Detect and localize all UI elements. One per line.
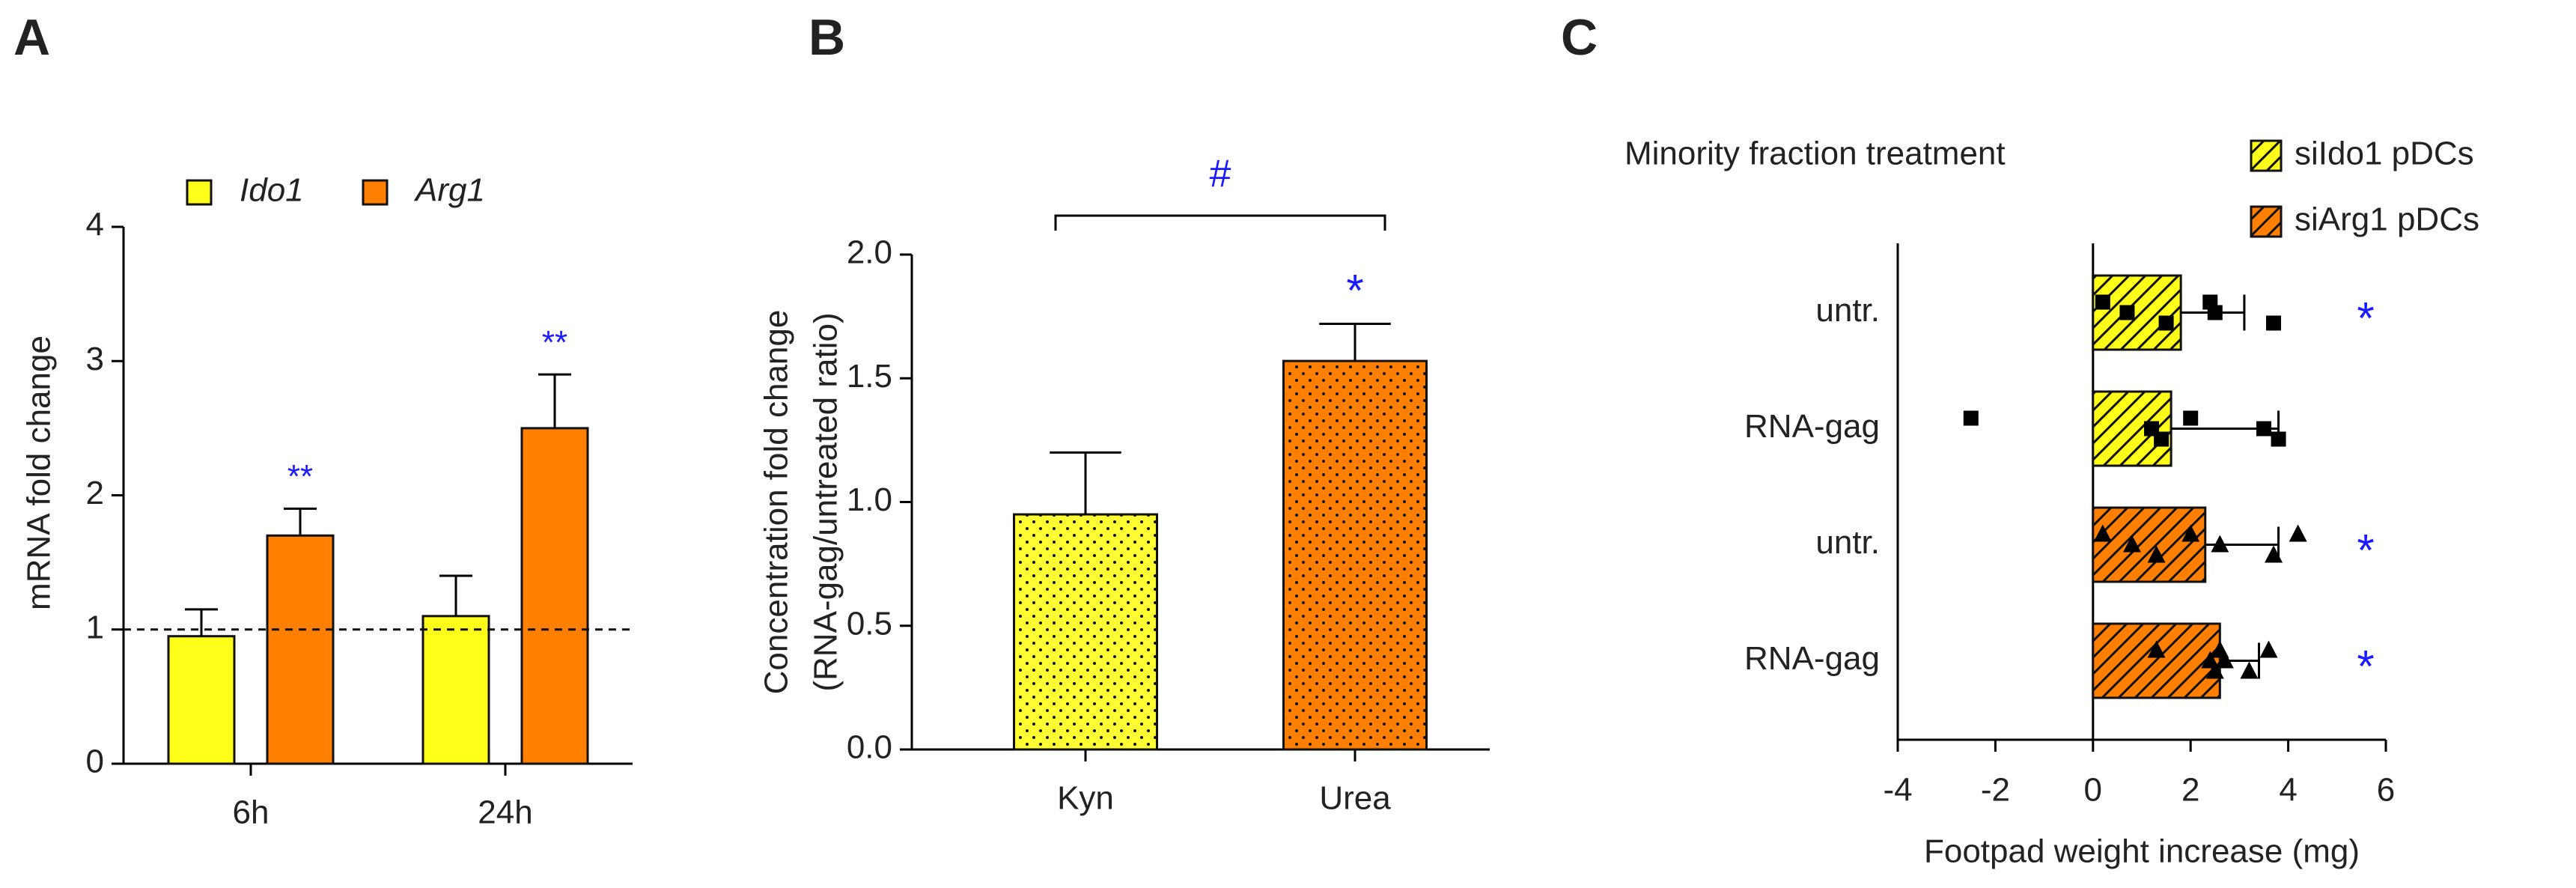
x-tick-label: -4 <box>1883 772 1912 809</box>
x-tick-label: -2 <box>1981 772 2010 809</box>
error-bar <box>284 507 317 536</box>
y-tick-label: RNA-gag <box>1744 640 1880 677</box>
legend-label: Arg1 <box>413 172 485 209</box>
data-point <box>2183 410 2199 426</box>
error-bar <box>439 574 472 616</box>
data-point <box>1963 410 1979 426</box>
y-tick-label: 4 <box>86 207 104 243</box>
bar <box>1282 359 1428 751</box>
legend-label: siIdo1 pDCs <box>2295 136 2474 172</box>
data-point <box>2147 545 2166 563</box>
bar <box>421 615 490 765</box>
panel-label: B <box>809 9 845 66</box>
data-point <box>2289 524 2307 542</box>
significance: ** <box>542 324 567 361</box>
data-point <box>2158 315 2174 331</box>
y-axis-label: Concentration fold change <box>758 310 795 695</box>
legend-swatch <box>2250 139 2283 172</box>
y-tick-label: 2 <box>86 475 104 511</box>
y-tick-label: untr. <box>1815 292 1880 329</box>
error-bar <box>2205 526 2280 563</box>
significance: * <box>2357 293 2374 343</box>
x-tick-label: 0 <box>2084 772 2102 809</box>
panel-label: C <box>1561 9 1598 66</box>
x-tick-label: 2 <box>2181 772 2199 809</box>
bracket-label: # <box>1210 153 1231 196</box>
significance: * <box>1346 265 1363 315</box>
y-tick-label: untr. <box>1815 524 1880 561</box>
data-point <box>2259 640 2278 658</box>
x-tick-label: Urea <box>1319 780 1391 817</box>
bar <box>266 534 335 765</box>
x-axis-label: Footpad weight increase (mg) <box>1924 833 2360 870</box>
data-point <box>2154 431 2169 447</box>
data-point <box>2181 524 2200 542</box>
y-axis-label: (RNA-gag/untreated ratio) <box>808 312 844 691</box>
data-point <box>2265 545 2283 563</box>
legend-swatch <box>186 179 213 206</box>
panel-label: A <box>13 9 50 66</box>
x-tick-label: 6h <box>233 794 270 831</box>
error-bar <box>185 608 218 636</box>
legend-swatch <box>2250 205 2283 238</box>
bar <box>2092 274 2182 351</box>
data-point <box>2147 640 2166 658</box>
x-tick-label: 4 <box>2279 772 2297 809</box>
data-point <box>2122 535 2141 553</box>
y-axis-label: mRNA fold change <box>21 335 58 610</box>
data-point <box>2093 524 2112 542</box>
x-tick-label: 24h <box>478 794 532 831</box>
x-tick-label: 6 <box>2377 772 2395 809</box>
data-point <box>2095 294 2110 310</box>
legend-swatch <box>362 179 389 206</box>
error-bar <box>538 373 571 428</box>
significance: ** <box>287 458 313 495</box>
bar <box>1013 513 1158 751</box>
data-point <box>2205 661 2224 679</box>
bar <box>520 427 589 765</box>
y-tick-label: 0.0 <box>847 729 892 766</box>
bar <box>2092 390 2172 467</box>
bar <box>2092 622 2221 699</box>
bracket <box>1054 214 1386 231</box>
significance: * <box>2357 525 2374 575</box>
y-tick-label: 0 <box>86 743 104 780</box>
significance: * <box>2357 641 2374 691</box>
y-tick-label: 3 <box>86 341 104 377</box>
y-tick-label: 2.0 <box>847 234 892 271</box>
chart-title: Minority fraction treatment <box>1625 136 2006 172</box>
data-point <box>2240 661 2259 679</box>
y-tick-label: RNA-gag <box>1744 408 1880 445</box>
data-point <box>2119 305 2135 320</box>
y-tick-label: 1.0 <box>847 481 892 518</box>
bar <box>2092 506 2207 583</box>
legend-label: Ido1 <box>240 172 304 209</box>
data-point <box>2266 315 2282 331</box>
y-tick-label: 0.5 <box>847 605 892 642</box>
error-bar <box>2181 294 2246 331</box>
bar <box>167 635 236 765</box>
legend-label: siArg1 pDCs <box>2295 201 2479 238</box>
x-tick-label: Kyn <box>1057 780 1114 817</box>
y-tick-label: 1 <box>86 609 104 645</box>
error-bar <box>2171 410 2280 447</box>
y-tick-label: 1.5 <box>847 358 892 395</box>
error-bar <box>1319 323 1391 362</box>
error-bar <box>1050 451 1121 515</box>
error-bar <box>2220 642 2260 679</box>
